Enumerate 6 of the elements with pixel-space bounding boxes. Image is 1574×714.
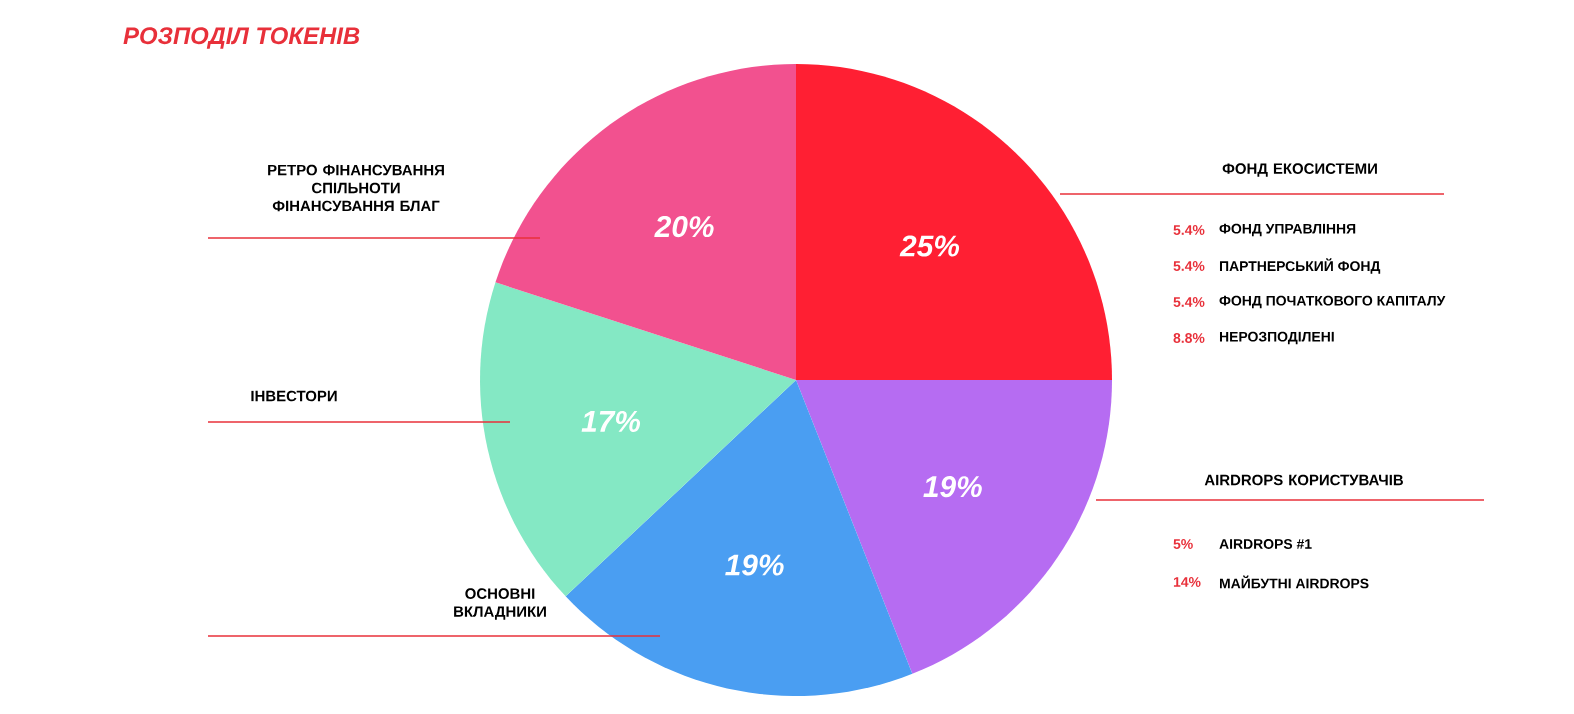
- data-label: 25%: [899, 235, 960, 257]
- data-label: 19%: [725, 554, 784, 576]
- data-label: 17%: [581, 410, 641, 432]
- data-label: 20%: [654, 216, 714, 238]
- chart-title: РОЗПОДІЛ ТОКЕНІВ: [123, 27, 360, 49]
- data-label: 19%: [923, 476, 982, 498]
